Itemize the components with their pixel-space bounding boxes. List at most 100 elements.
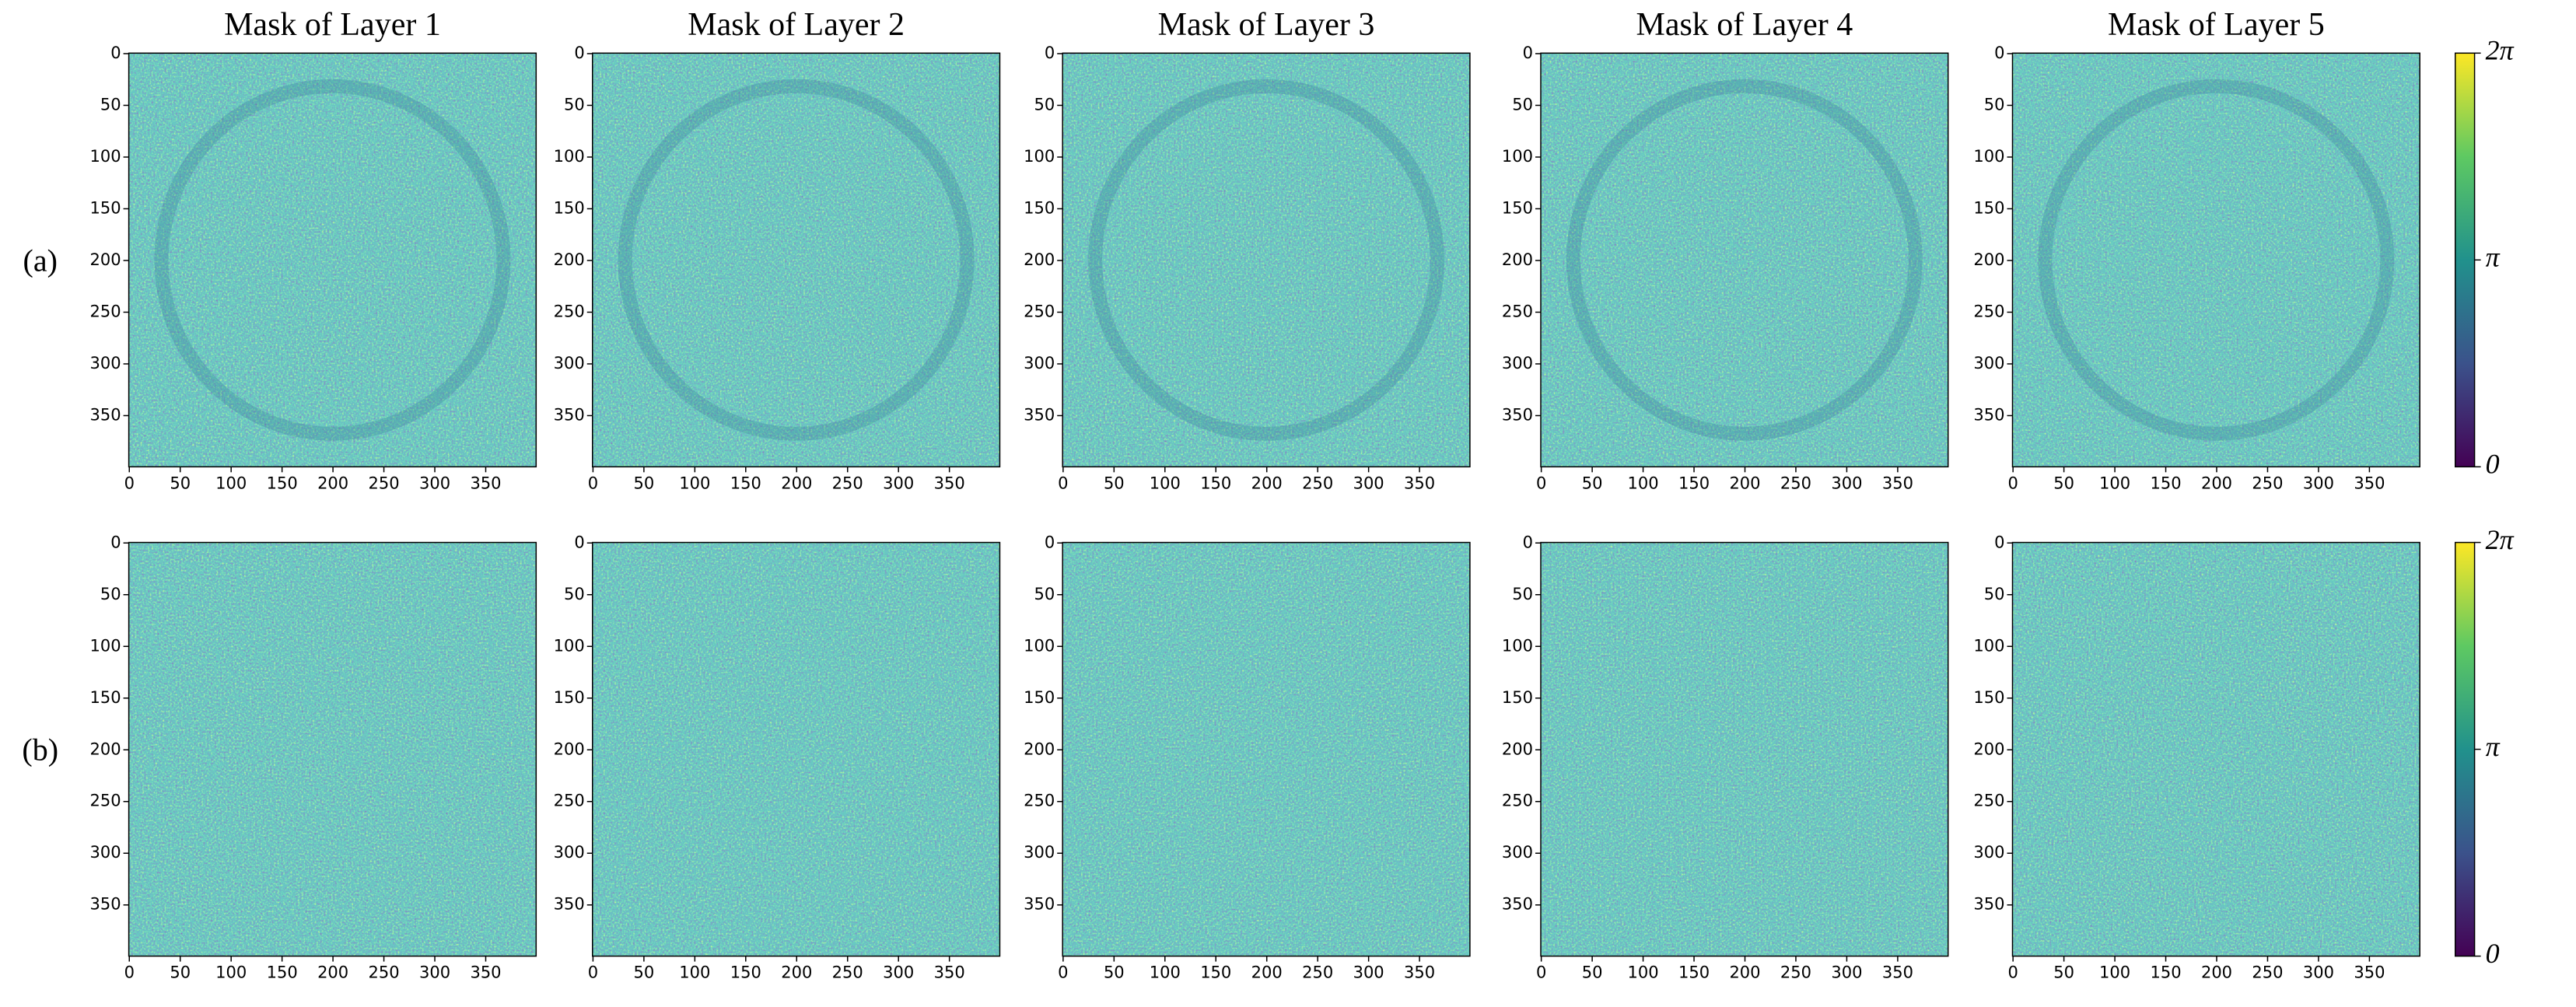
y-tick-label: 200 [1973, 250, 2004, 269]
x-tick-label: 200 [1729, 474, 1760, 492]
x-tick-label: 250 [1302, 963, 1333, 982]
y-tick-label: 250 [90, 792, 121, 810]
y-tick-label: 350 [554, 895, 585, 914]
y-tick-label: 350 [1502, 405, 1533, 424]
row-label: (b) [22, 733, 58, 767]
y-tick-label: 250 [554, 302, 585, 320]
x-tick-label: 150 [267, 474, 298, 492]
x-tick-label: 300 [419, 474, 450, 492]
x-tick-label: 300 [1831, 963, 1862, 982]
y-tick-label: 100 [1973, 636, 2004, 655]
x-tick-label: 0 [2007, 963, 2018, 982]
x-tick-label: 150 [2150, 963, 2181, 982]
x-tick-label: 350 [934, 474, 965, 492]
x-tick-label: 200 [1251, 474, 1283, 492]
y-tick-label: 50 [1512, 95, 1533, 114]
y-tick-label: 300 [90, 354, 121, 372]
y-tick-label: 300 [1973, 843, 2004, 862]
x-tick-label: 200 [1251, 963, 1283, 982]
x-tick-label: 50 [2053, 963, 2074, 982]
y-tick-label: 150 [1973, 198, 2004, 217]
panel-title: Mask of Layer 1 [224, 7, 441, 43]
y-tick-label: 0 [1523, 44, 1533, 62]
x-tick-label: 50 [634, 963, 655, 982]
panel-title: Mask of Layer 4 [1636, 7, 1853, 43]
x-tick-label: 300 [1353, 963, 1384, 982]
x-tick-label: 50 [2053, 474, 2074, 492]
x-tick-label: 100 [215, 963, 247, 982]
row-label: (a) [23, 243, 58, 278]
y-tick-label: 0 [1045, 533, 1055, 551]
y-tick-label: 0 [110, 44, 121, 62]
x-tick-label: 100 [1150, 474, 1181, 492]
y-tick-label: 150 [1502, 688, 1533, 707]
y-tick-label: 250 [1973, 792, 2004, 810]
x-tick-label: 350 [1882, 963, 1913, 982]
x-tick-label: 250 [1780, 474, 1811, 492]
x-tick-label: 100 [2099, 963, 2130, 982]
x-tick-label: 150 [730, 474, 761, 492]
x-tick-label: 0 [1058, 963, 1068, 982]
y-tick-label: 200 [1502, 250, 1533, 269]
x-tick-label: 200 [2201, 963, 2232, 982]
y-tick-label: 0 [1994, 533, 2004, 551]
y-tick-label: 100 [90, 636, 121, 655]
y-tick-label: 250 [1024, 792, 1055, 810]
x-tick-label: 50 [1104, 963, 1125, 982]
x-tick-label: 150 [267, 963, 298, 982]
y-tick-label: 350 [90, 895, 121, 914]
y-tick-label: 100 [554, 636, 585, 655]
y-tick-label: 300 [1024, 354, 1055, 372]
y-tick-label: 250 [1973, 302, 2004, 320]
x-tick-label: 100 [1628, 963, 1659, 982]
y-tick-label: 200 [1024, 250, 1055, 269]
y-tick-label: 100 [1502, 147, 1533, 166]
mask-heatmap [1062, 53, 1470, 467]
y-tick-label: 300 [1973, 354, 2004, 372]
x-tick-label: 250 [369, 963, 400, 982]
y-tick-label: 50 [100, 95, 121, 114]
x-tick-label: 100 [679, 963, 710, 982]
x-tick-label: 50 [1582, 474, 1603, 492]
y-tick-label: 100 [90, 147, 121, 166]
y-tick-label: 100 [554, 147, 585, 166]
y-tick-label: 200 [554, 740, 585, 758]
mask-heatmap [128, 542, 537, 956]
y-tick-label: 200 [90, 740, 121, 758]
x-tick-label: 0 [1536, 963, 1546, 982]
y-tick-label: 150 [1973, 688, 2004, 707]
x-tick-label: 0 [124, 474, 135, 492]
mask-heatmap [1540, 542, 1948, 956]
y-tick-label: 100 [1973, 147, 2004, 166]
colorbar-tick-label: π [2486, 242, 2501, 273]
y-tick-label: 300 [1024, 843, 1055, 862]
y-tick-label: 150 [1024, 688, 1055, 707]
y-tick-label: 250 [554, 792, 585, 810]
x-tick-label: 250 [369, 474, 400, 492]
y-tick-label: 50 [1034, 585, 1055, 603]
x-tick-label: 100 [2099, 474, 2130, 492]
y-tick-label: 300 [554, 843, 585, 862]
y-tick-label: 350 [1024, 895, 1055, 914]
x-tick-label: 200 [781, 474, 812, 492]
x-tick-label: 100 [679, 474, 710, 492]
x-tick-label: 150 [1678, 474, 1710, 492]
ring-pattern [618, 79, 975, 441]
colorbar [2455, 541, 2476, 957]
x-tick-label: 100 [1628, 474, 1659, 492]
y-tick-label: 200 [1502, 740, 1533, 758]
y-tick-label: 200 [1024, 740, 1055, 758]
x-tick-label: 350 [934, 963, 965, 982]
x-tick-label: 100 [1150, 963, 1181, 982]
mask-heatmap [592, 542, 1000, 956]
y-tick-label: 300 [1502, 843, 1533, 862]
y-tick-label: 300 [1502, 354, 1533, 372]
mask-heatmap [1062, 542, 1470, 956]
y-tick-label: 50 [100, 585, 121, 603]
colorbar-tick-label: 2π [2486, 524, 2515, 555]
x-tick-label: 250 [832, 474, 863, 492]
y-tick-label: 350 [1973, 405, 2004, 424]
x-tick-label: 300 [2303, 474, 2334, 492]
mask-heatmap [2012, 53, 2420, 467]
